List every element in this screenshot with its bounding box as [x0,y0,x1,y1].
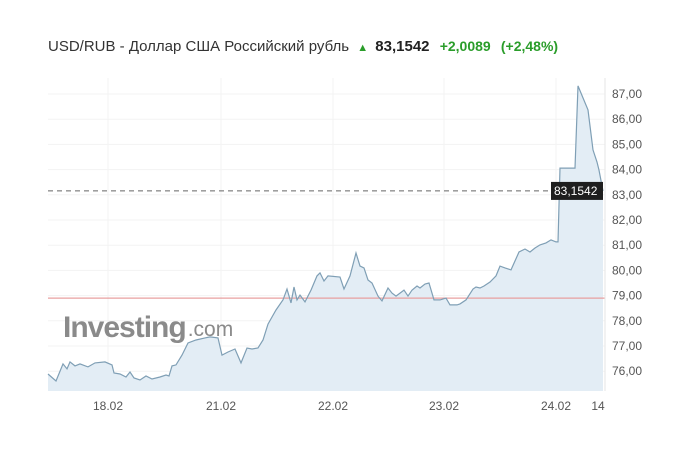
y-tick-label: 83,00 [612,188,642,202]
y-tick-label: 84,00 [612,163,642,177]
y-tick-label: 78,00 [612,314,642,328]
x-tick-label: 23.02 [429,399,459,413]
y-tick-label: 81,00 [612,238,642,252]
price-change: +2,0089 [439,38,491,54]
current-price: 83,1542 [375,38,430,55]
y-tick-label: 80,00 [612,263,642,277]
y-tick-label: 82,00 [612,213,642,227]
y-tick-label: 85,00 [612,137,642,151]
series-line [47,85,604,383]
watermark-suffix: .com [188,318,234,341]
price-change-percent: (+2,48%) [500,38,559,54]
watermark-brand: Investing [63,311,186,344]
watermark-logo: Investing .com [63,311,233,344]
y-tick-label: 86,00 [612,112,642,126]
y-tick-label: 76,00 [612,364,642,378]
x-tick-label: 22.02 [318,399,348,413]
y-tick-label: 79,00 [612,289,642,303]
x-tick-label: 24.02 [541,399,571,413]
x-tick-label: 18.02 [93,399,123,413]
x-tick-label: 21.02 [206,399,236,413]
y-tick-label: 77,00 [612,339,642,353]
current-price-label: 83,1542 [554,184,598,198]
area-fill [48,85,603,392]
arrow-up-icon: ▲ [357,42,369,54]
chart-title: USD/RUB - Доллар США Российский рубль ▲ … [48,38,558,55]
x-tick-label: 14 [591,399,605,413]
instrument-name: USD/RUB - Доллар США Российский рубль [48,38,350,55]
current-price-badge [551,181,603,200]
y-tick-label: 87,00 [612,87,642,101]
